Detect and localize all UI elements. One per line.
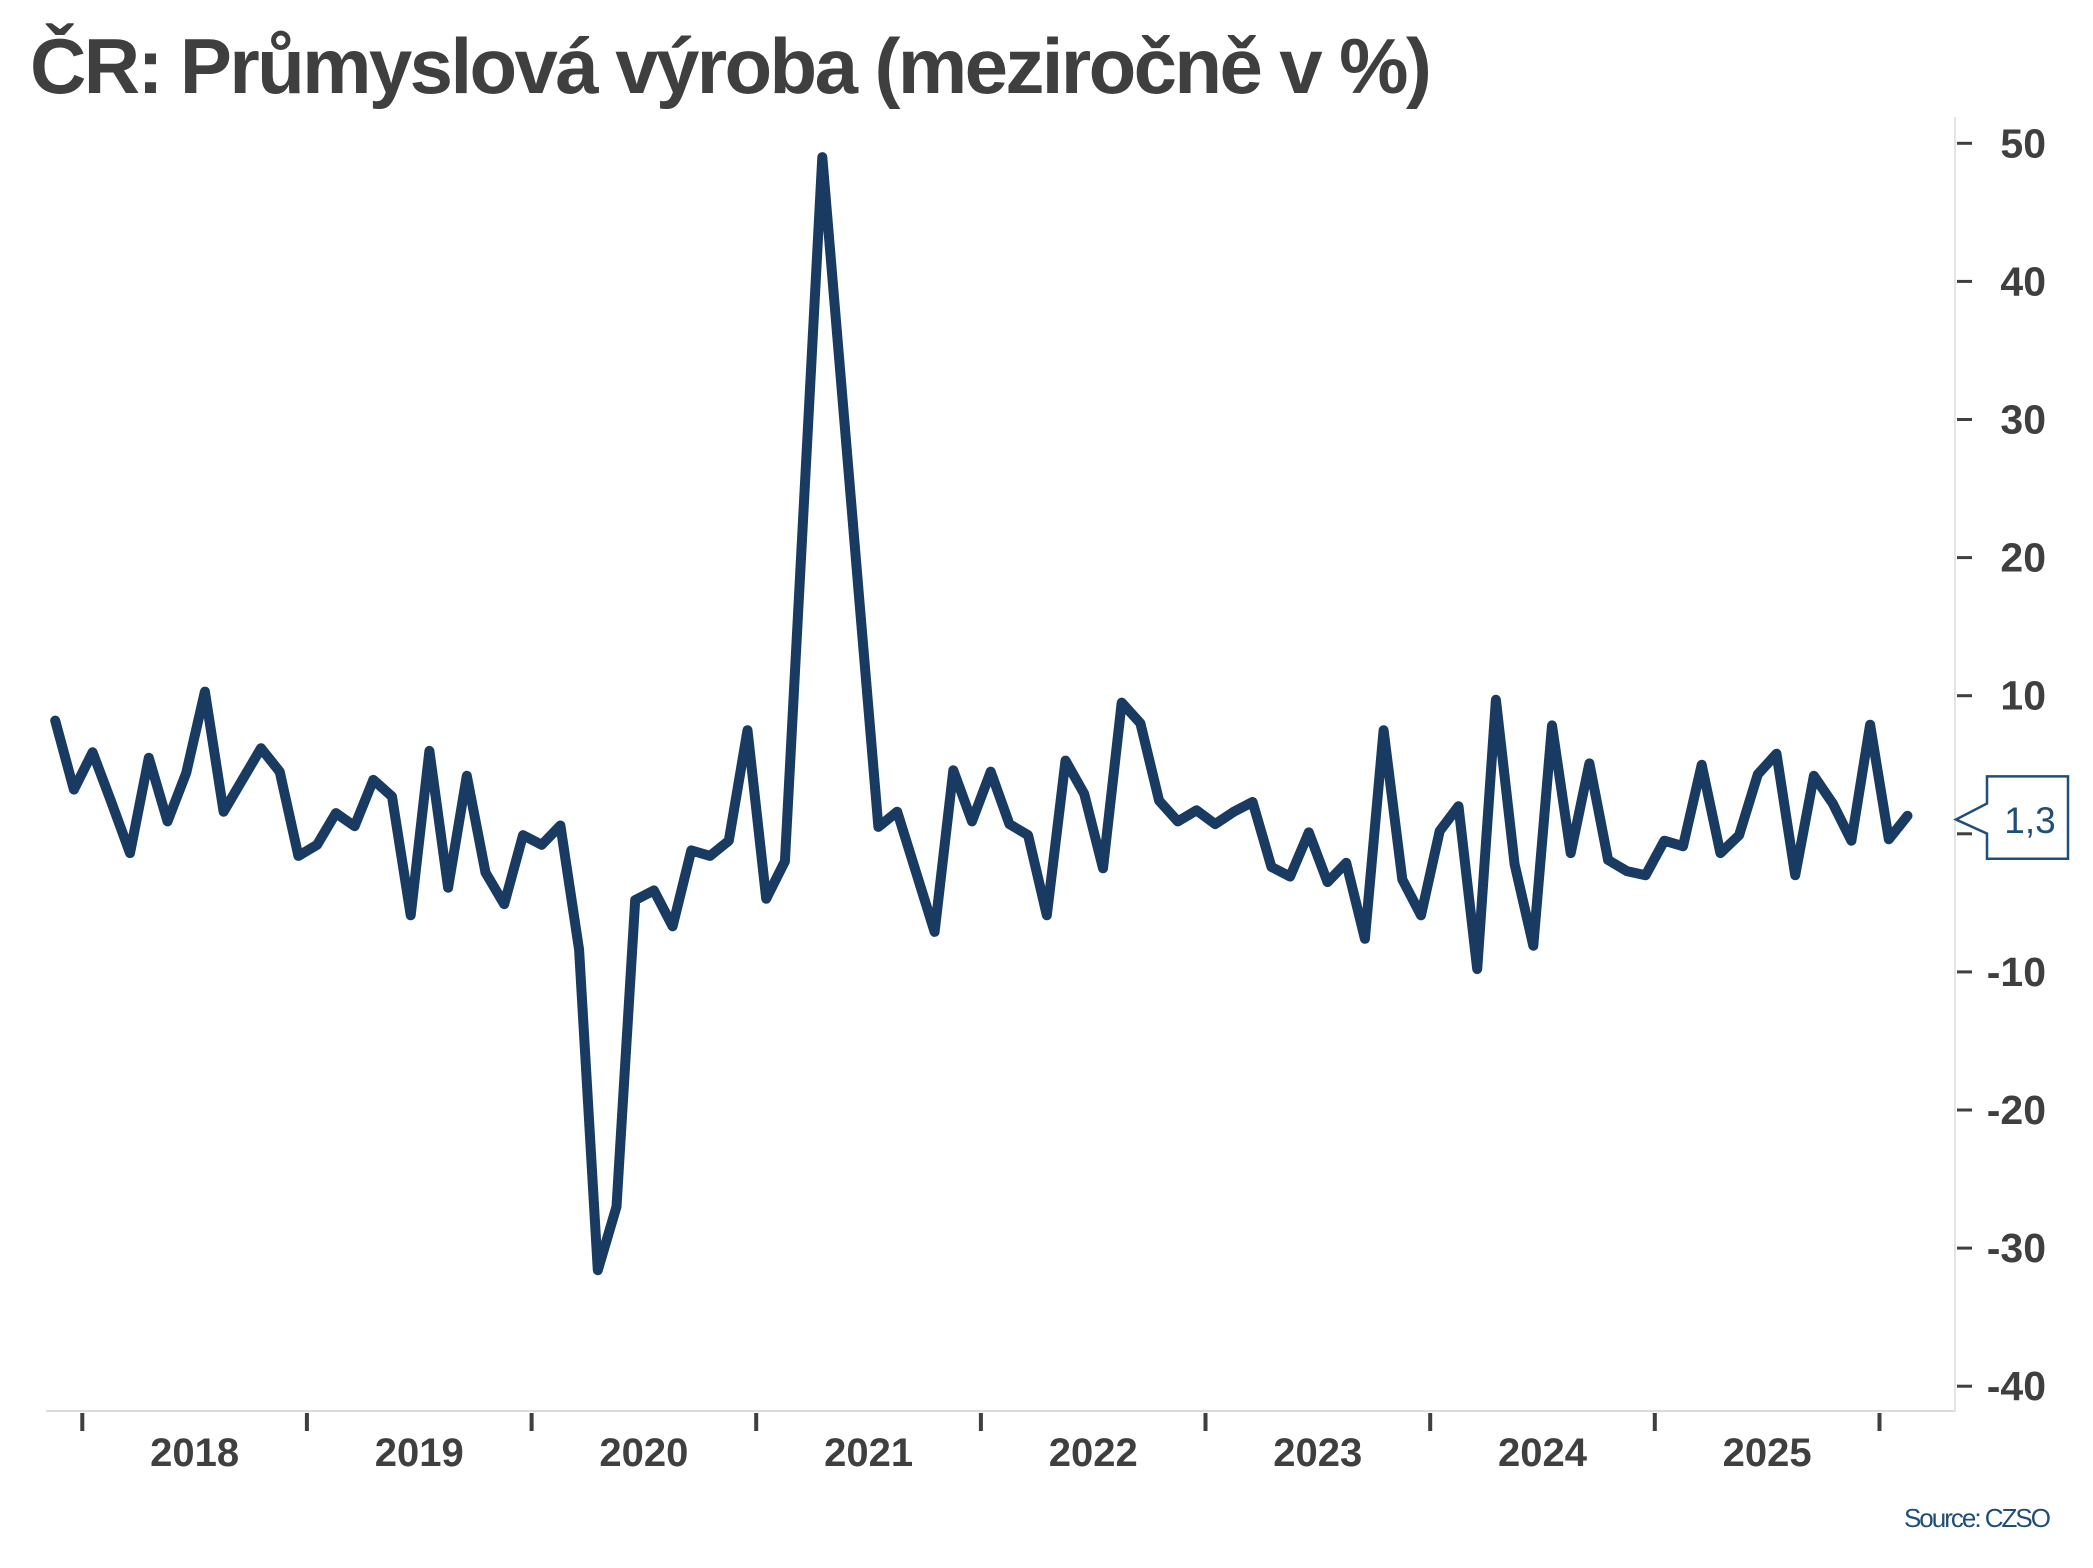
svg-text:2019: 2019 [375,1431,464,1475]
svg-text:-40: -40 [1987,1363,2046,1409]
svg-text:2020: 2020 [599,1431,688,1475]
svg-text:30: 30 [2000,397,2046,443]
svg-text:10: 10 [2000,673,2046,719]
svg-text:50: 50 [2000,120,2046,166]
svg-text:1,3: 1,3 [2004,800,2055,841]
svg-text:2021: 2021 [824,1431,913,1475]
svg-text:40: 40 [2000,258,2046,304]
svg-text:2024: 2024 [1498,1431,1588,1475]
svg-text:2025: 2025 [1723,1431,1812,1475]
svg-text:2023: 2023 [1273,1431,1362,1475]
svg-text:2018: 2018 [150,1431,239,1475]
svg-text:20: 20 [2000,535,2046,581]
svg-text:2022: 2022 [1049,1431,1138,1475]
svg-text:ČR: Průmyslová výroba (meziroč: ČR: Průmyslová výroba (meziročně v %) [30,22,1429,110]
svg-text:-10: -10 [1987,949,2046,995]
svg-text:-30: -30 [1987,1225,2046,1271]
svg-text:-20: -20 [1987,1087,2046,1133]
svg-text:Source: CZSO: Source: CZSO [1904,1503,2050,1533]
